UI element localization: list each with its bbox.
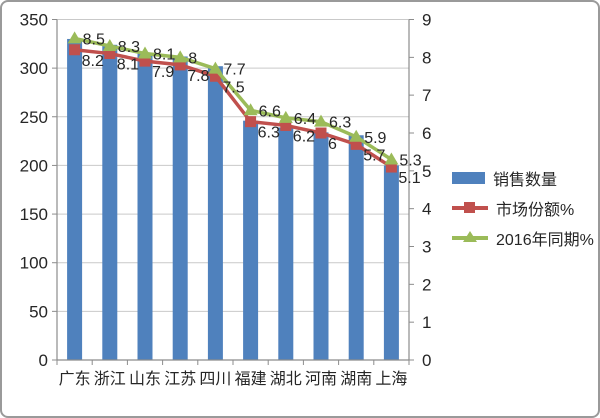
triangle-marker [314, 114, 328, 127]
x-category-label: 江苏 [164, 370, 196, 388]
triangle-marker [67, 31, 82, 44]
line-市场份额% [74, 48, 393, 169]
square-marker [315, 127, 327, 139]
square-marker [174, 59, 186, 71]
left-axis-tick-label: 50 [29, 302, 48, 321]
bar-上海 [383, 165, 399, 360]
square-marker [385, 161, 397, 173]
legend-label-market-share: 市场份额% [496, 202, 575, 219]
x-category-label: 四川 [199, 371, 231, 388]
bar-江苏 [172, 56, 188, 361]
x-category-label: 广东 [59, 370, 91, 388]
legend-item-2016: 2016年同期% [452, 229, 594, 249]
data-label-2016: 8.5 [83, 31, 105, 48]
right-axis-tick-label: 2 [422, 275, 431, 294]
triangle-marker [173, 50, 188, 63]
x-category-label: 山东 [129, 370, 161, 388]
triangle-marker [384, 152, 399, 165]
right-axis-tick-label: 1 [422, 313, 431, 332]
square-marker [245, 116, 257, 128]
triangle-marker [102, 38, 117, 51]
x-category-label: 湖南 [340, 370, 372, 388]
left-axis-tick-label: 350 [20, 11, 48, 30]
legend: 销售数量 市场份额% 2016年同期% [452, 169, 594, 259]
left-axis-tick-label: 150 [20, 205, 48, 224]
bar-湖南 [348, 135, 364, 360]
bar-河南 [313, 132, 329, 360]
triangle-marker [278, 110, 293, 123]
data-label-market-share: 6 [328, 136, 337, 153]
data-label-2016: 8.3 [118, 39, 140, 56]
triangle-marker [349, 129, 364, 142]
square-marker [350, 138, 362, 150]
x-category-label: 福建 [235, 370, 267, 388]
right-axis-tick-label: 4 [422, 200, 431, 219]
data-label-2016: 7.7 [223, 62, 245, 79]
data-label-2016: 8 [188, 50, 197, 67]
data-label-2016: 5.9 [364, 130, 386, 147]
bar-浙江 [102, 44, 118, 361]
bar-福建 [243, 120, 259, 360]
right-axis-tick-label: 5 [422, 162, 431, 181]
left-axis-tick-label: 200 [20, 156, 48, 175]
square-marker [104, 48, 116, 60]
right-axis-tick-label: 7 [422, 86, 431, 105]
legend-label-2016: 2016年同期% [496, 232, 594, 249]
data-label-2016: 6.3 [329, 115, 351, 132]
bar-广东 [67, 38, 83, 360]
data-label-market-share: 6.2 [293, 128, 315, 145]
left-axis-tick-label: 0 [39, 351, 48, 370]
legend-label-sales: 销售数量 [493, 172, 558, 189]
bar-湖北 [278, 127, 294, 360]
data-label-market-share: 7.8 [187, 68, 209, 85]
x-category-label: 湖北 [270, 370, 302, 388]
x-category-label: 上海 [375, 370, 407, 388]
right-axis-tick-label: 8 [422, 48, 431, 67]
data-label-2016: 6.4 [294, 111, 316, 128]
line-2016年同期% [74, 36, 393, 161]
data-label-market-share: 8.2 [82, 53, 104, 70]
data-label-market-share: 8.1 [117, 57, 139, 74]
data-label-market-share: 7.9 [152, 64, 174, 81]
left-axis-tick-label: 100 [20, 254, 48, 273]
triangle-marker [138, 46, 152, 59]
x-category-label: 河南 [305, 370, 337, 388]
data-label-2016: 8.1 [153, 47, 175, 64]
triangle-marker [208, 61, 223, 74]
bar-四川 [207, 66, 223, 360]
square-marker [280, 119, 292, 131]
right-axis-tick-label: 0 [422, 351, 431, 370]
right-axis-tick-label: 3 [422, 238, 431, 257]
left-axis-tick-label: 300 [20, 59, 48, 78]
data-label-market-share: 6.3 [258, 125, 280, 142]
legend-triangle-line-swatch-icon [452, 231, 488, 242]
bar-山东 [137, 52, 153, 360]
data-label-market-share: 5.1 [398, 170, 420, 187]
right-axis-tick-label: 6 [422, 124, 431, 143]
square-marker [139, 55, 151, 67]
x-category-label: 浙江 [94, 370, 126, 388]
legend-item-market-share: 市场份额% [452, 199, 594, 219]
triangle-marker [243, 103, 258, 116]
square-marker [69, 44, 81, 56]
data-label-market-share: 7.5 [222, 79, 244, 96]
legend-square-line-swatch-icon [452, 202, 488, 213]
data-label-market-share: 5.7 [363, 147, 385, 164]
square-marker [209, 70, 221, 82]
data-label-2016: 5.3 [399, 152, 421, 169]
left-axis-tick-label: 250 [20, 108, 48, 127]
data-label-2016: 6.6 [259, 103, 281, 120]
legend-item-sales: 销售数量 [452, 169, 594, 189]
right-axis-tick-label: 9 [422, 11, 431, 30]
legend-bar-swatch-icon [452, 172, 485, 184]
